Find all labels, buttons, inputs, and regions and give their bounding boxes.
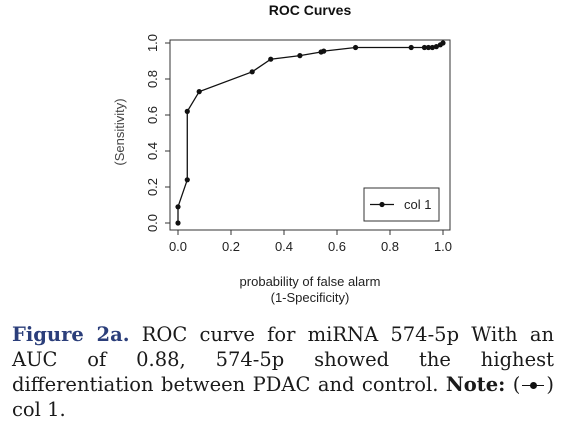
roc-data-point [429,44,435,51]
roc-data-point [433,44,439,50]
roc-data-point [184,108,190,114]
roc-data-point [408,44,414,51]
roc-data-point [425,44,432,51]
roc-data-point [175,204,181,210]
roc-chart: ROC Curves 0.0 0.2 0.4 0.6 0.8 1.00.00.20.40.… [112,2,452,305]
plot-frame [169,39,451,231]
y-axis-label: (Sensitivity) [112,98,127,165]
x-axis-label-line1: probability of false alarm [240,274,381,289]
roc-data-point [196,89,202,95]
roc-data-point [268,56,274,62]
x-tick-label: 1.0 [434,239,452,254]
figure-label: Figure 2a. [12,323,130,346]
roc-data-point [421,44,428,51]
note-close: ) col 1. [12,373,555,421]
x-tick-label: 0.0 [169,239,187,254]
y-tick-label: 0.4 [145,142,160,160]
figure-caption: Figure 2a. ROC curve for miRNA 574-5p Wi… [12,322,554,422]
line-with-dot-icon [520,379,546,393]
note-open: ( [505,373,521,396]
x-tick-label: 0.4 [275,239,293,254]
x-tick-label: 0.8 [381,239,399,254]
legend-label: col 1 [404,197,431,212]
caption-text: ROC curve for miRNA 574-5p With an AUC o… [12,323,554,396]
x-axis-label-line2: (1-Specificity) [271,290,350,305]
roc-data-point [321,48,327,54]
plot-area: 0.0 0.2 0.4 0.6 0.8 1.0 0.0 0.2 0.4 0.6 0.8 1.0 col … [145,34,452,254]
legend-marker-swatch [379,201,385,208]
x-tick-label: 0.6 [328,239,346,254]
y-tick-label: 0.8 [145,70,160,88]
roc-data-point [352,44,359,51]
roc-data-point [184,177,190,183]
y-tick-label: 0.6 [145,106,160,124]
roc-data-point [297,53,303,59]
roc-data-point [249,69,255,75]
roc-data-point [440,40,446,46]
x-tick-label: 0.2 [222,239,240,254]
y-tick-label: 0.0 [145,214,160,232]
chart-title: ROC Curves [269,2,352,18]
roc-data-point [175,220,181,226]
y-tick-label: 0.2 [145,178,160,196]
y-tick-label: 1.0 [145,34,160,52]
note-label: Note: [445,373,506,396]
